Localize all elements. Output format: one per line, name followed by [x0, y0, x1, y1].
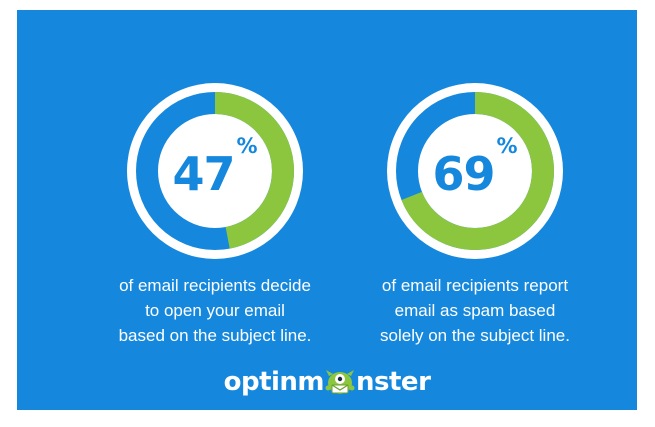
stat-card: 47 % of email recipients decide to open … [65, 83, 365, 348]
donut-fill-arc [396, 92, 554, 250]
caption-line: email as spam based [394, 301, 556, 320]
caption-line: solely on the subject line. [380, 326, 570, 345]
stat-card: 69 % of email recipients report email as… [325, 83, 625, 348]
brand-text-start: optinm [223, 367, 325, 397]
donut-value: 69 [432, 147, 495, 201]
donut-center [419, 115, 531, 227]
donut-svg [127, 83, 303, 259]
caption-line: of email recipients decide [119, 276, 311, 295]
donut-value: 47 [172, 147, 235, 201]
donut-svg [387, 83, 563, 259]
stat-caption: of email recipients report email as spam… [325, 273, 625, 348]
donut-chart: 47 % [127, 83, 303, 259]
brand-logo: optinm nster [17, 368, 637, 396]
percent-sign: % [236, 134, 258, 158]
donut-center [159, 115, 271, 227]
monster-mascot-icon [325, 370, 355, 394]
caption-line: to open your email [145, 301, 285, 320]
brand-text-end: nster [356, 367, 431, 397]
donut-fill-arc [136, 92, 294, 250]
stat-caption: of email recipients decide to open your … [65, 273, 365, 348]
percent-sign: % [496, 134, 518, 158]
caption-line: based on the subject line. [118, 326, 312, 345]
caption-line: of email recipients report [381, 276, 569, 295]
infographic-panel: 47 % of email recipients decide to open … [17, 10, 637, 410]
donut-value-label: 47 % [127, 83, 303, 259]
donut-chart: 69 % [387, 83, 563, 259]
donut-value-label: 69 % [387, 83, 563, 259]
